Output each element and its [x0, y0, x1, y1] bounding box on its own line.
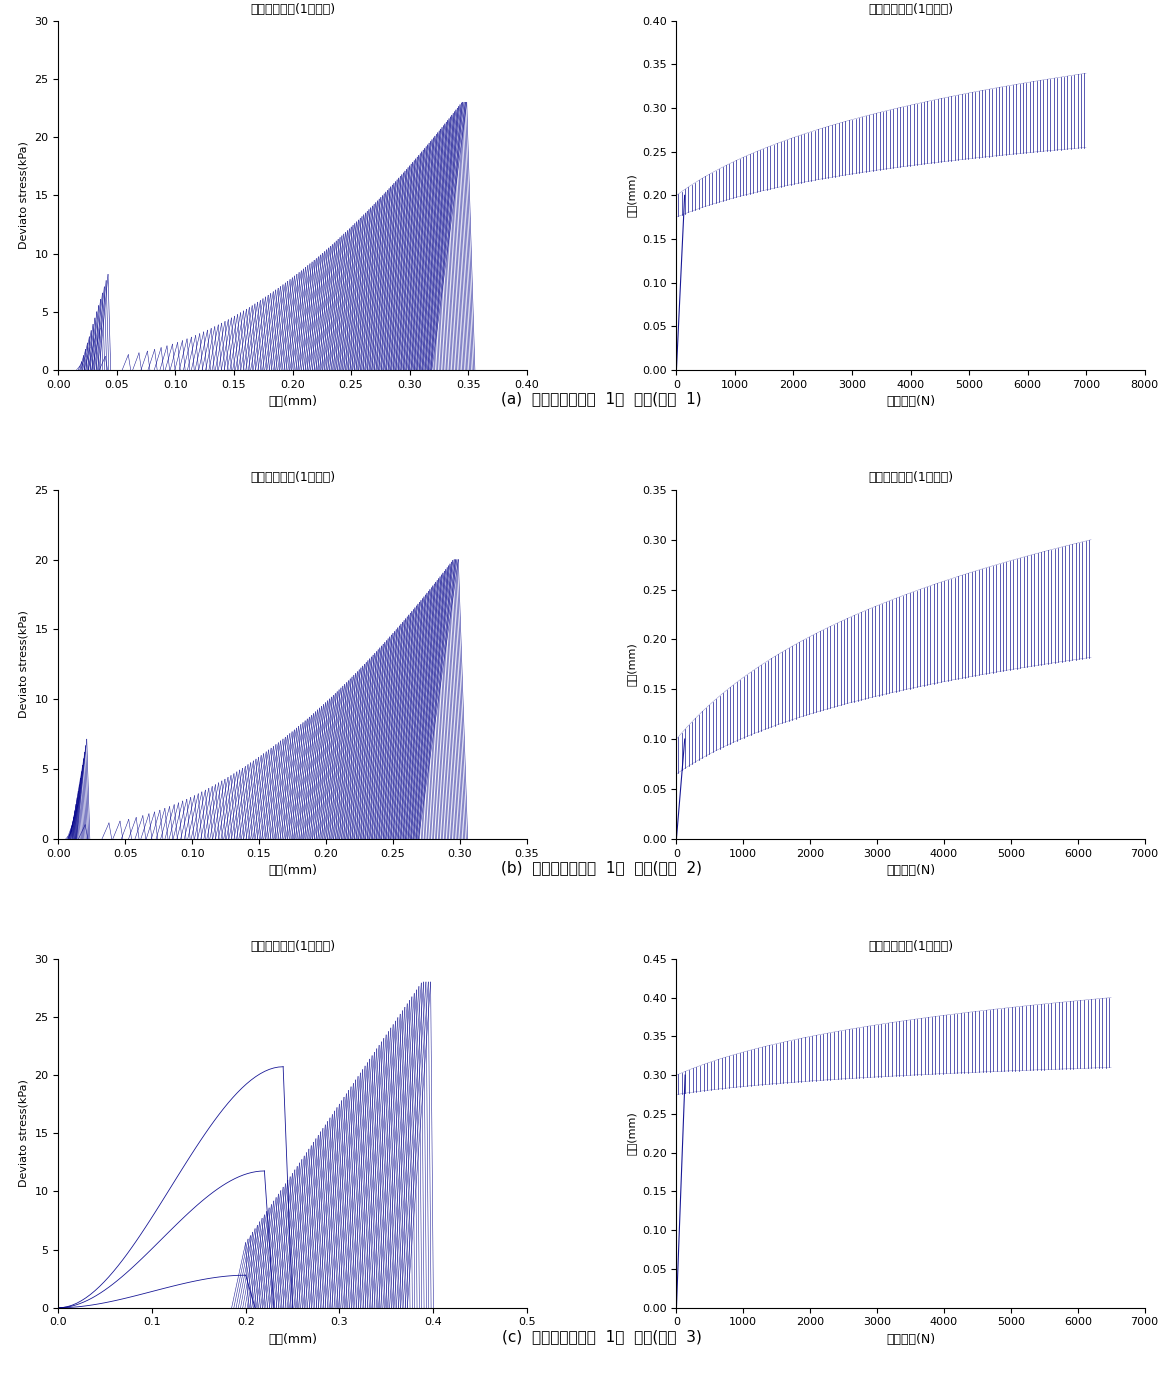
- Title: 초미립시멘트(1일강도): 초미립시멘트(1일강도): [250, 3, 335, 15]
- Text: (b)  초미립자시멘트  1일  강도(시료  2): (b) 초미립자시멘트 1일 강도(시료 2): [501, 861, 702, 875]
- X-axis label: 반복횟수(N): 반복횟수(N): [887, 395, 936, 408]
- Title: 초미립시멘트(1일강도): 초미립시멘트(1일강도): [868, 3, 953, 15]
- Y-axis label: Deviato stress(kPa): Deviato stress(kPa): [19, 611, 29, 718]
- Y-axis label: 변위(mm): 변위(mm): [626, 1111, 637, 1155]
- Title: 초미립시멘트(1일강도): 초미립시멘트(1일강도): [250, 940, 335, 953]
- Title: 초미립시멘트(1일강도): 초미립시멘트(1일강도): [868, 472, 953, 484]
- Text: (c)  초미립자시멘트  1일  강도(시료  3): (c) 초미립자시멘트 1일 강도(시료 3): [501, 1330, 702, 1344]
- Y-axis label: Deviato stress(kPa): Deviato stress(kPa): [19, 1079, 29, 1187]
- X-axis label: 변위(mm): 변위(mm): [267, 1333, 317, 1346]
- X-axis label: 변위(mm): 변위(mm): [267, 864, 317, 878]
- X-axis label: 반복횟수(N): 반복횟수(N): [887, 1333, 936, 1346]
- Y-axis label: 변위(mm): 변위(mm): [626, 643, 637, 686]
- X-axis label: 변위(mm): 변위(mm): [267, 395, 317, 408]
- Text: (a)  초미립자시멘트  1일  강도(시료  1): (a) 초미립자시멘트 1일 강도(시료 1): [501, 391, 702, 406]
- Y-axis label: 변위(mm): 변위(mm): [626, 174, 637, 217]
- Title: 초미립시멘트(1일강도): 초미립시멘트(1일강도): [250, 472, 335, 484]
- Y-axis label: Deviato stress(kPa): Deviato stress(kPa): [19, 142, 29, 249]
- Title: 초미립시멘트(1일강도): 초미립시멘트(1일강도): [868, 940, 953, 953]
- X-axis label: 반복횟수(N): 반복횟수(N): [887, 864, 936, 878]
